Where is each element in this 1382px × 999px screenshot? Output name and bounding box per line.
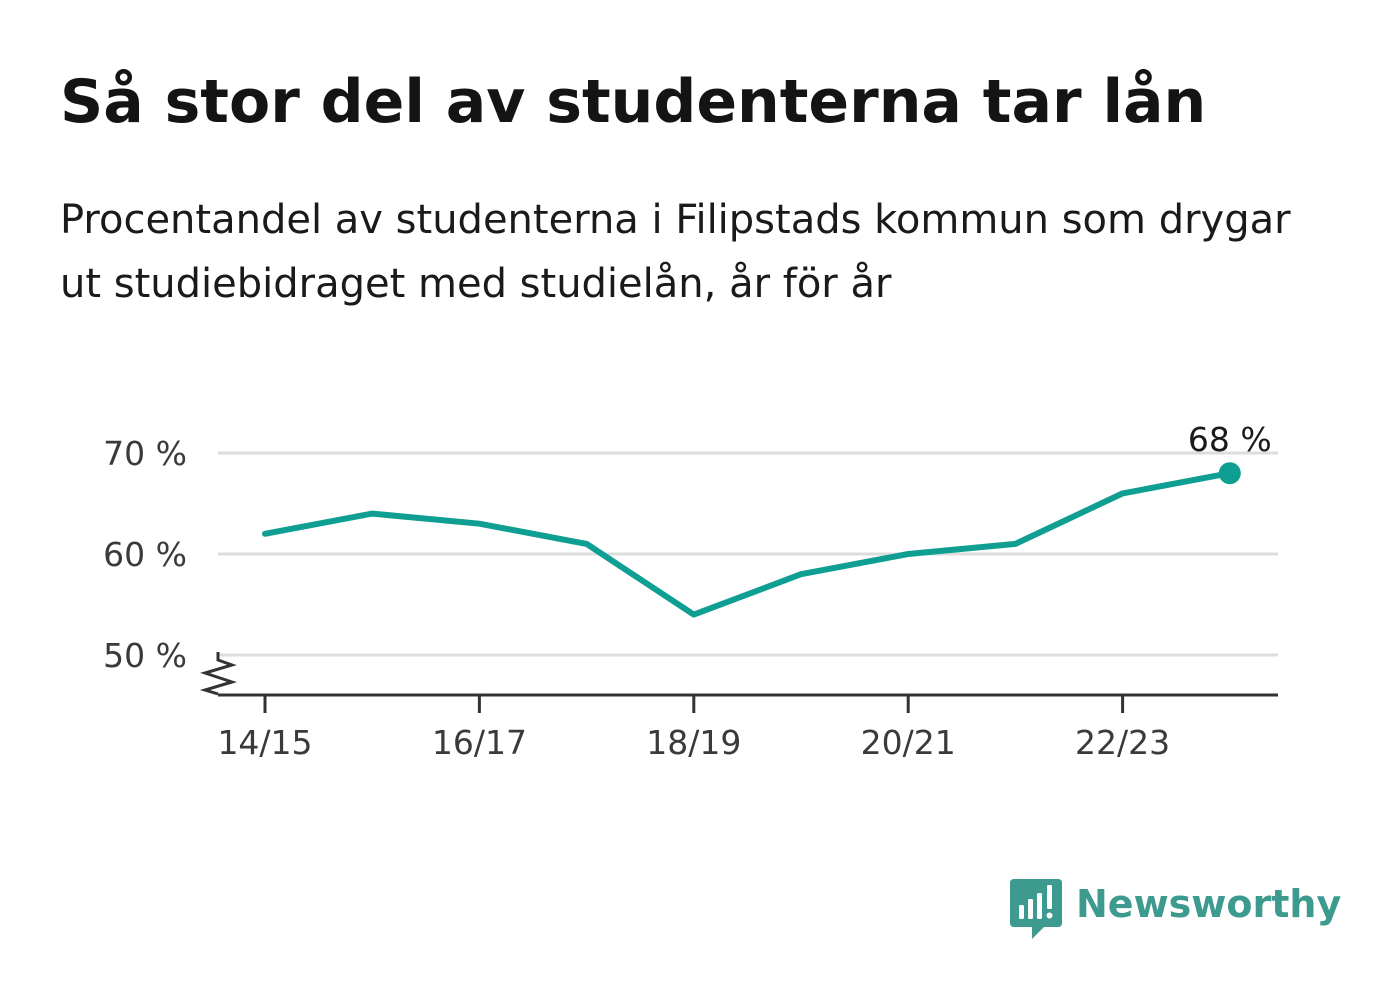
x-tick-label: 20/21 [861,723,956,762]
x-tick-label: 18/19 [646,723,741,762]
newsworthy-logo-icon [1010,879,1062,939]
y-tick-label: 60 % [103,535,187,574]
data-point-last [1218,462,1241,485]
gridlines [218,451,1278,657]
y-tick-label: 70 % [103,434,187,473]
y-axis-labels: 50 % 60 % 70 % [103,434,187,675]
chart-title: Så stor del av studenterna tar lån [60,67,1207,137]
x-tick-label: 22/23 [1075,723,1170,762]
x-axis [199,652,1278,713]
x-tick-label: 16/17 [432,723,527,762]
y-tick-label: 50 % [103,636,187,675]
series-line [262,470,1233,618]
newsworthy-brand: Newsworthy [1010,878,1341,942]
series-layer: 68 % [262,420,1272,618]
end-value-label: 68 % [1188,420,1272,459]
axis-break-icon [199,652,237,696]
x-tick-label: 14/15 [217,723,312,762]
chart-subtitle: Procentandel av studenterna i Filipstads… [60,197,1291,307]
brand-name: Newsworthy [1076,882,1342,926]
x-axis-labels: 14/15 16/17 18/19 20/21 22/23 [217,723,1170,762]
